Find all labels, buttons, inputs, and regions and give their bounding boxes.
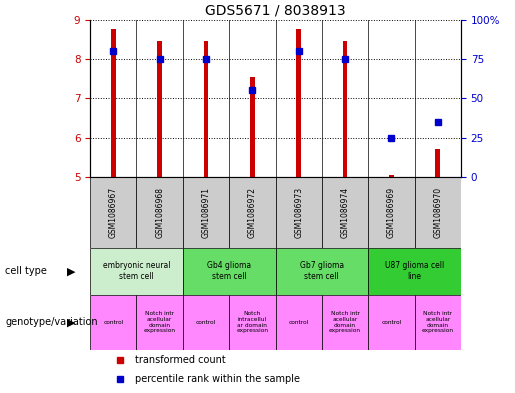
Text: GSM1086971: GSM1086971 [201,187,211,238]
Bar [435,149,440,177]
Bar [204,41,208,177]
Text: GSM1086967: GSM1086967 [109,187,118,238]
Text: percentile rank within the sample: percentile rank within the sample [134,374,300,384]
Bar [183,248,276,295]
Bar [415,177,461,248]
Bar [229,295,276,350]
Text: GSM1086974: GSM1086974 [340,187,350,238]
Bar [250,77,254,177]
Text: control: control [103,320,124,325]
Bar [157,41,162,177]
Text: Notch intr
acellular
domain
expression: Notch intr acellular domain expression [144,311,176,333]
Bar [368,248,461,295]
Bar [90,177,136,248]
Bar [111,29,115,177]
Bar [389,175,394,177]
Bar [183,295,229,350]
Text: GSM1086973: GSM1086973 [294,187,303,238]
Text: control: control [196,320,216,325]
Text: Notch intr
acellular
domain
expression: Notch intr acellular domain expression [422,311,454,333]
Bar [276,295,322,350]
Text: GSM1086970: GSM1086970 [433,187,442,238]
Text: U87 glioma cell
line: U87 glioma cell line [385,261,444,281]
Bar [136,177,183,248]
Text: Notch
intracellul
ar domain
expression: Notch intracellul ar domain expression [236,311,268,333]
Text: Gb4 glioma
stem cell: Gb4 glioma stem cell [207,261,251,281]
Bar [368,177,415,248]
Bar [229,177,276,248]
Bar [343,41,347,177]
Bar [183,177,229,248]
Text: ▶: ▶ [67,317,76,327]
Bar [90,248,183,295]
Title: GDS5671 / 8038913: GDS5671 / 8038913 [205,3,346,17]
Bar [415,295,461,350]
Bar [276,177,322,248]
Text: transformed count: transformed count [134,354,226,365]
Text: ▶: ▶ [67,266,76,276]
Bar [297,29,301,177]
Text: GSM1086972: GSM1086972 [248,187,257,238]
Bar [276,248,368,295]
Text: genotype/variation: genotype/variation [5,317,98,327]
Bar [368,295,415,350]
Text: control: control [381,320,402,325]
Text: embryonic neural
stem cell: embryonic neural stem cell [102,261,170,281]
Bar [322,295,368,350]
Text: GSM1086968: GSM1086968 [155,187,164,238]
Text: cell type: cell type [5,266,47,276]
Text: Notch intr
acellular
domain
expression: Notch intr acellular domain expression [329,311,361,333]
Bar [136,295,183,350]
Text: Gb7 glioma
stem cell: Gb7 glioma stem cell [300,261,344,281]
Bar [322,177,368,248]
Text: control: control [288,320,309,325]
Text: GSM1086969: GSM1086969 [387,187,396,238]
Bar [90,295,136,350]
